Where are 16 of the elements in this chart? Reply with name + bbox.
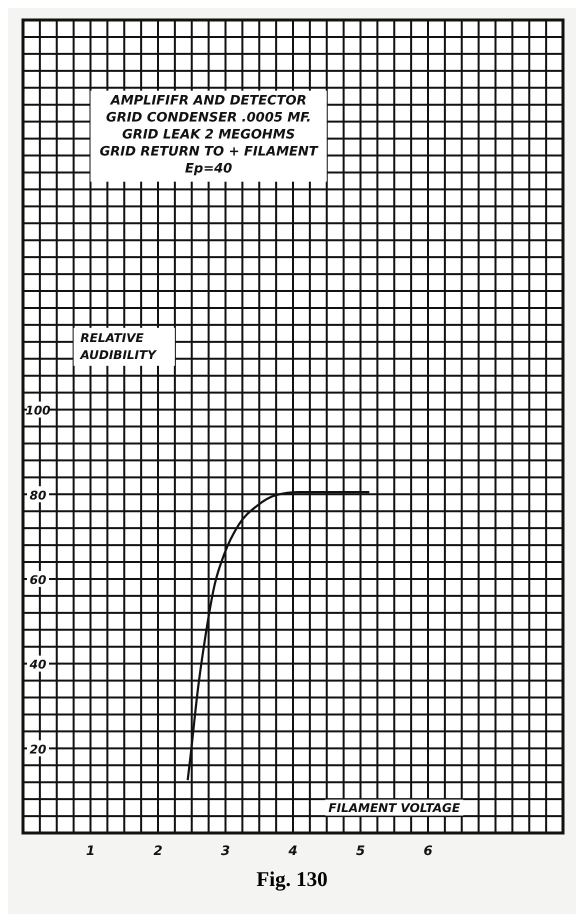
x-axis-title: FILAMENT VOLTAGE [328, 801, 461, 816]
x-tick-label: 4 [287, 844, 298, 859]
text: AMPLIFIFR AND DETECTOR [110, 94, 307, 109]
y-tick-label: 80 [30, 488, 46, 502]
x-tick-label: 2 [153, 844, 163, 859]
y-tick-label: 40 [28, 658, 46, 672]
text: GRID CONDENSER .0005 MF. GRID LEAK 2 MEGOHMS GRID RETURN TO + FILAMENT Ep=40 [100, 110, 319, 177]
x-tick-label: 6 [423, 844, 433, 859]
x-tick-label: 3 [220, 844, 230, 859]
y-tick-label: 60 [30, 572, 46, 587]
y-axis-title: RELATIVE AUDIBILITY [79, 330, 158, 362]
y-tick-label: 100 [25, 404, 51, 418]
caption: Fig. 130 [256, 867, 328, 891]
x-tick-label: 5 [356, 844, 366, 859]
y-tick-label: 20 [30, 742, 46, 756]
x-tick-label: 1 [86, 844, 96, 859]
